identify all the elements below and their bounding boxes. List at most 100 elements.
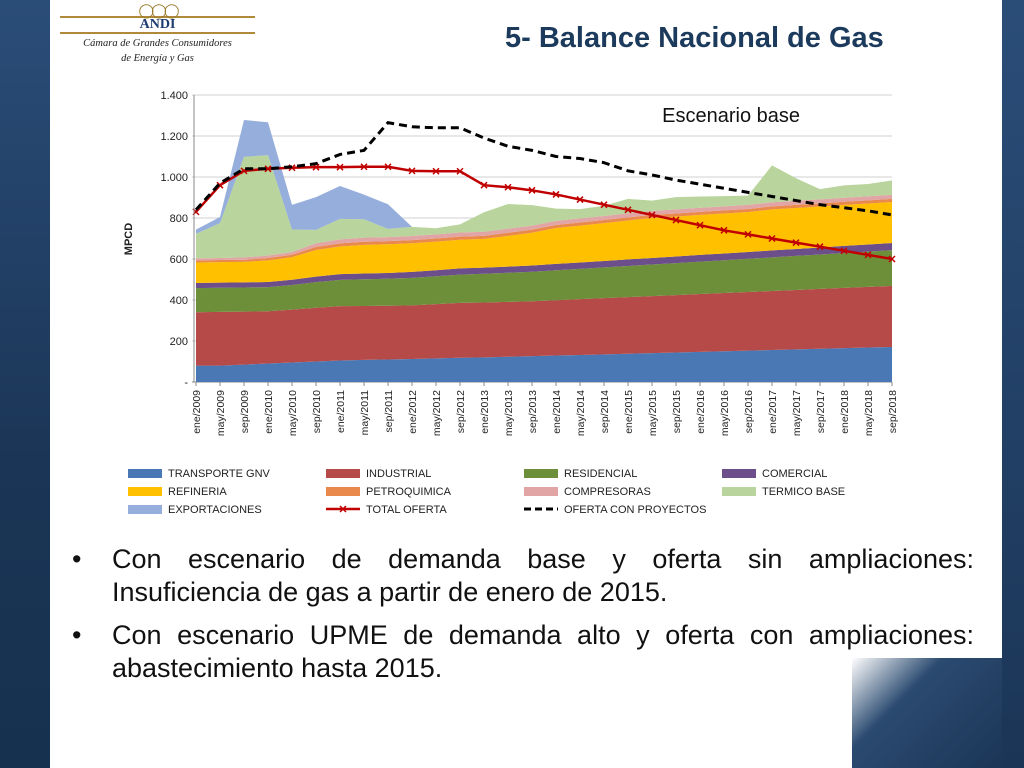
x-tick-label: sep/2009 <box>239 390 251 433</box>
legend-marker <box>339 505 347 513</box>
line-marker <box>456 167 464 175</box>
x-tick-label: may/2010 <box>287 390 299 436</box>
x-tick-label: may/2014 <box>575 390 587 436</box>
line-marker <box>792 239 800 247</box>
legend-swatch <box>524 469 558 478</box>
x-tick-label: may/2009 <box>215 390 227 436</box>
x-tick-label: ene/2010 <box>263 390 275 434</box>
x-tick-label: sep/2011 <box>383 390 395 433</box>
legend-label: OFERTA CON PROYECTOS <box>564 504 706 516</box>
x-tick-label: ene/2014 <box>551 390 563 434</box>
logo-line-2: de Energía y Gas <box>121 53 194 64</box>
line-marker <box>336 163 344 171</box>
bullet-dot: • <box>72 620 82 650</box>
scenario-annotation: Escenario base <box>662 105 800 127</box>
legend-swatch <box>128 505 162 514</box>
bullet-item-2: • Con escenario UPME de demanda alto y o… <box>72 619 974 685</box>
line-marker <box>552 190 560 198</box>
line-marker <box>360 163 368 171</box>
legend-label: TRANSPORTE GNV <box>168 468 271 480</box>
line-marker <box>672 216 680 224</box>
x-tick-label: ene/2016 <box>695 390 707 434</box>
line-marker <box>528 186 536 194</box>
x-tick-label: ene/2018 <box>839 390 851 434</box>
line-marker <box>696 221 704 229</box>
x-tick-label: may/2017 <box>791 390 803 436</box>
line-marker <box>264 165 272 173</box>
line-marker <box>480 181 488 189</box>
logo-rings-icon: ◯◯◯ <box>138 2 179 18</box>
y-tick-label: 1.200 <box>160 131 188 143</box>
legend-label: REFINERIA <box>168 486 227 498</box>
line-marker <box>408 167 416 175</box>
area-transporte-gnv <box>196 346 892 382</box>
line-marker <box>840 247 848 255</box>
legend-swatch <box>722 487 756 496</box>
line-marker <box>768 234 776 243</box>
legend-label: EXPORTACIONES <box>168 504 262 516</box>
x-tick-label: ene/2017 <box>767 390 779 434</box>
area-compresoras <box>196 194 892 261</box>
line-marker <box>744 230 752 238</box>
legend-swatch <box>326 469 360 478</box>
legend-swatch <box>128 469 162 478</box>
legend-layer: TRANSPORTE GNV INDUSTRIAL RESIDENCIAL COMER… <box>128 468 845 516</box>
line-marker <box>624 206 632 214</box>
x-tick-label: sep/2010 <box>311 390 323 433</box>
line-marker <box>600 201 608 209</box>
gas-balance-chart: - 200 400 600 800 1.000 1.200 1.400 MPCD ene/2009… <box>123 90 899 516</box>
legend-label: TOTAL OFERTA <box>366 504 447 516</box>
x-tick-label: sep/2015 <box>671 390 683 433</box>
corner-decoration <box>852 658 1002 768</box>
line-marker <box>816 243 824 251</box>
line-marker <box>720 226 728 234</box>
x-tick-label: sep/2017 <box>815 390 827 433</box>
x-tick-label: ene/2015 <box>623 390 635 434</box>
y-tick-label: 200 <box>170 336 188 348</box>
bullet-list: • Con escenario de demanda base y oferta… <box>72 543 974 695</box>
line-marker <box>648 211 656 219</box>
andi-logo: ◯◯◯ ANDI Cámara de Grandes Consumidores … <box>60 2 255 70</box>
area-layer <box>196 120 892 382</box>
x-tick-label: sep/2012 <box>455 390 467 433</box>
legend-swatch <box>524 487 558 496</box>
x-tick-label: sep/2014 <box>599 390 611 433</box>
y-tick-label: 800 <box>170 213 188 225</box>
y-tick-label: - <box>184 377 188 389</box>
x-tick-label: ene/2011 <box>335 390 347 433</box>
x-tick-label: sep/2016 <box>743 390 755 433</box>
left-border <box>0 0 50 768</box>
x-tick-label: sep/2018 <box>887 390 899 433</box>
logo-brand: ANDI <box>60 16 255 34</box>
slide <box>50 0 1002 768</box>
legend-label: INDUSTRIAL <box>366 468 431 480</box>
line-total-oferta <box>195 165 893 261</box>
x-tick-label: may/2011 <box>359 390 371 435</box>
area-termico-base <box>196 155 892 259</box>
line-marker <box>384 163 392 171</box>
area-industrial <box>196 285 892 366</box>
legend-label: RESIDENCIAL <box>564 468 637 480</box>
legend-swatch <box>326 487 360 496</box>
x-tick-label: ene/2009 <box>191 390 203 434</box>
line-marker <box>864 251 872 259</box>
x-tick-label: may/2018 <box>863 390 875 436</box>
x-tick-label: may/2015 <box>647 390 659 436</box>
legend-swatch <box>128 487 162 496</box>
logo-line-1: Cámara de Grandes Consumidores <box>83 38 232 49</box>
line-layer <box>192 121 896 263</box>
x-tick-label: may/2016 <box>719 390 731 436</box>
line-marker <box>888 255 896 263</box>
legend-label: PETROQUIMICA <box>366 486 452 498</box>
line-marker <box>576 196 584 204</box>
slide-title: 5- Balance Nacional de Gas <box>505 22 884 54</box>
bullet-item-1: • Con escenario de demanda base y oferta… <box>72 543 974 609</box>
y-tick-label: 600 <box>170 254 188 266</box>
area-comercial <box>196 243 892 289</box>
y-tick-label: 400 <box>170 295 188 307</box>
y-axis-label: MPCD <box>123 223 135 255</box>
legend-swatch <box>722 469 756 478</box>
axis-layer: - 200 400 600 800 1.000 1.200 1.400 MPCD ene/2009… <box>123 90 899 436</box>
x-tick-label: ene/2012 <box>407 390 419 434</box>
line-oferta-con-proyectos <box>194 121 893 217</box>
